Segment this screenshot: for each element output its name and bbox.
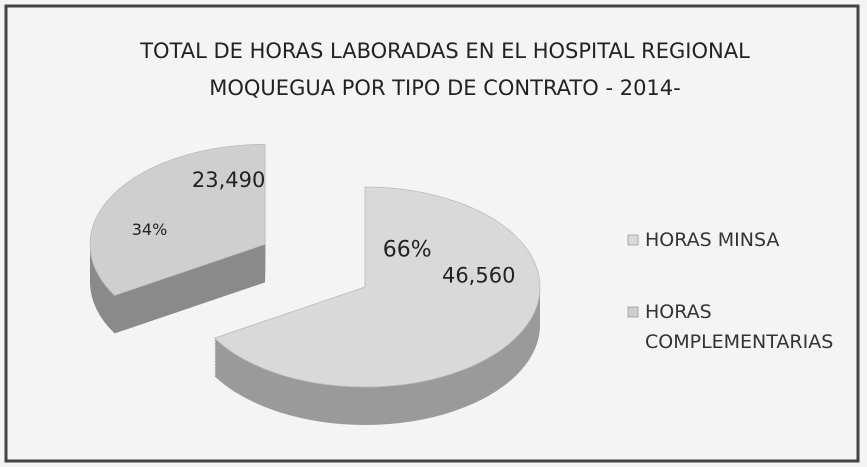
legend-label: HORAS MINSA	[645, 229, 780, 251]
slice-top	[213, 186, 541, 388]
chart-subtitle: MOQUEGUA POR TIPO DE CONTRATO - 2014-	[209, 76, 680, 100]
legend-swatch	[627, 234, 639, 246]
legend-label: HORAS COMPLEMENTARIAS	[645, 301, 834, 353]
value-label: 23,490	[192, 168, 265, 192]
legend-swatch	[627, 306, 639, 318]
slice-top	[89, 143, 266, 296]
percentage-label: 34%	[132, 220, 168, 239]
pie-slice	[213, 186, 541, 425]
value-label: 46,560	[442, 263, 515, 287]
chart-title: TOTAL DE HORAS LABORADAS EN EL HOSPITAL …	[139, 39, 750, 63]
pie-slice	[89, 143, 266, 334]
percentage-label: 66%	[383, 238, 432, 263]
